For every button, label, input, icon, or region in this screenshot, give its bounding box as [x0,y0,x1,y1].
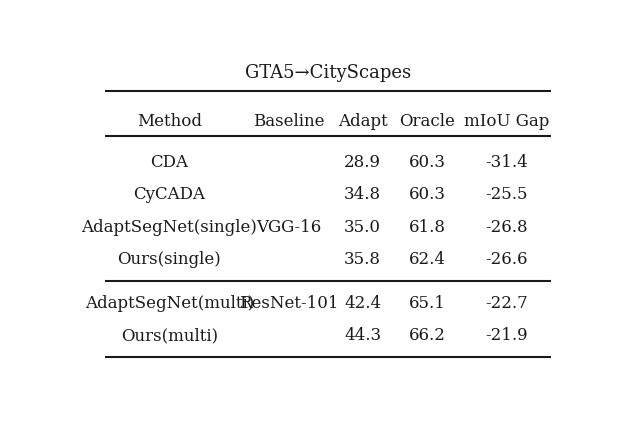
Text: mIoU Gap: mIoU Gap [464,113,549,131]
Text: CDA: CDA [150,154,188,171]
Text: 42.4: 42.4 [344,295,381,312]
Text: -25.5: -25.5 [485,186,528,203]
Text: CyCADA: CyCADA [133,186,205,203]
Text: GTA5→CityScapes: GTA5→CityScapes [245,64,411,82]
Text: Adapt: Adapt [338,113,388,131]
Text: -26.6: -26.6 [485,251,528,268]
Text: Method: Method [137,113,202,131]
Text: 35.0: 35.0 [344,218,381,236]
Text: -26.8: -26.8 [485,218,528,236]
Text: AdaptSegNet(single): AdaptSegNet(single) [81,218,257,236]
Text: -22.7: -22.7 [485,295,528,312]
Text: 66.2: 66.2 [409,327,445,344]
Text: 65.1: 65.1 [409,295,445,312]
Text: 60.3: 60.3 [409,186,445,203]
Text: 28.9: 28.9 [344,154,381,171]
Text: 62.4: 62.4 [409,251,445,268]
Text: ResNet-101: ResNet-101 [239,295,338,312]
Text: 60.3: 60.3 [409,154,445,171]
Text: 61.8: 61.8 [409,218,445,236]
Text: VGG-16: VGG-16 [256,218,321,236]
Text: Ours(single): Ours(single) [117,251,221,268]
Text: -21.9: -21.9 [485,327,528,344]
Text: Baseline: Baseline [253,113,324,131]
Text: 44.3: 44.3 [344,327,381,344]
Text: 35.8: 35.8 [344,251,381,268]
Text: 34.8: 34.8 [344,186,381,203]
Text: Ours(multi): Ours(multi) [121,327,218,344]
Text: Oracle: Oracle [399,113,455,131]
Text: -31.4: -31.4 [485,154,528,171]
Text: AdaptSegNet(multi): AdaptSegNet(multi) [84,295,254,312]
